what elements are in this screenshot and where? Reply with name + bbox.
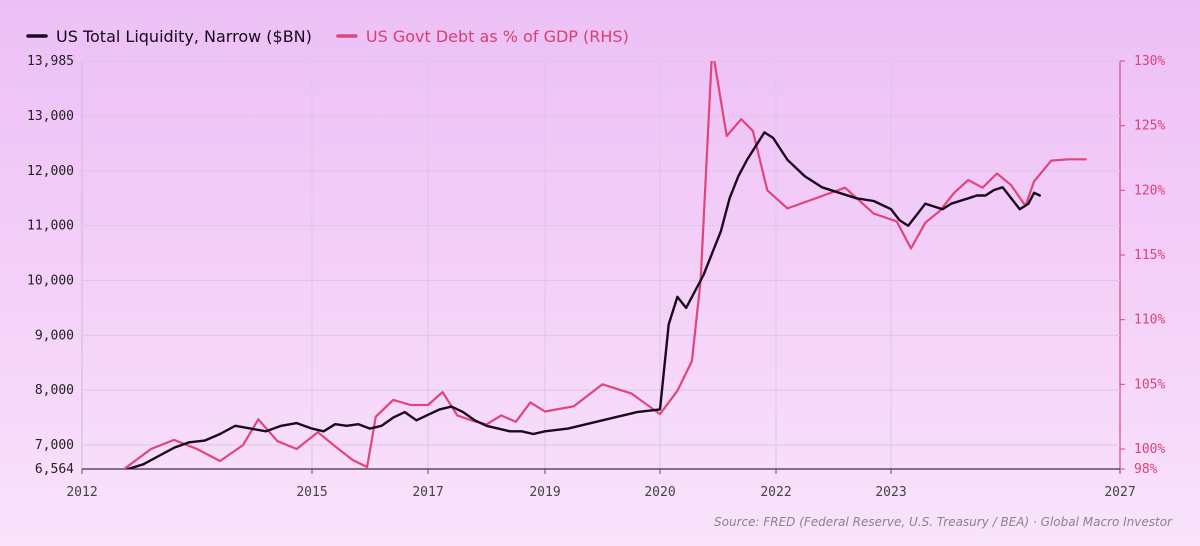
y-left-tick-label: 6,564	[35, 462, 74, 477]
legend: US Total Liquidity, Narrow ($BN) US Govt …	[26, 27, 629, 46]
y-left-tick-label: 12,000	[27, 164, 74, 179]
x-tick-label: 2017	[412, 485, 443, 500]
series-layer	[123, 61, 1087, 469]
y-left-tick-label: 13,985	[27, 54, 74, 69]
y-left-tick-label: 13,000	[27, 109, 74, 124]
legend-label: US Govt Debt as % of GDP (RHS)	[366, 27, 629, 46]
y-left-tick-label: 10,000	[27, 274, 74, 289]
y-left-tick-label: 9,000	[35, 328, 74, 343]
legend-label: US Total Liquidity, Narrow ($BN)	[56, 27, 312, 46]
y-left-tick-label: 7,000	[35, 438, 74, 453]
source-note: Source: FRED (Federal Reserve, U.S. Trea…	[714, 515, 1173, 529]
y-right-tick-label: 115%	[1134, 248, 1165, 263]
y-right-tick-label: 98%	[1134, 462, 1158, 477]
x-tick-label: 2020	[644, 485, 675, 500]
gridlines	[81, 60, 1121, 470]
x-axis-ticks: 2012 2015 2017 2019 2020 2022 2023 2027	[66, 469, 1136, 500]
right-axis-ticks: 130% 125% 120% 115% 110% 105% 100% 98%	[1120, 54, 1165, 477]
x-tick-label: 2015	[296, 485, 327, 500]
left-axis-ticks: 13,985 13,000 12,000 11,000 10,000 9,000 8,000…	[27, 54, 74, 477]
y-right-tick-label: 110%	[1134, 313, 1165, 328]
y-right-tick-label: 130%	[1134, 54, 1165, 69]
y-right-tick-label: 105%	[1134, 377, 1165, 392]
x-tick-label: 2023	[875, 485, 906, 500]
y-right-tick-label: 100%	[1134, 442, 1165, 457]
x-tick-label: 2019	[529, 485, 560, 500]
y-left-tick-label: 11,000	[27, 219, 74, 234]
series-line-liquidity	[126, 131, 1042, 469]
y-right-tick-label: 120%	[1134, 183, 1165, 198]
series-line-debt-to-gdp	[123, 61, 1087, 469]
x-tick-label: 2027	[1104, 485, 1135, 500]
y-right-tick-label: 125%	[1134, 119, 1165, 134]
y-left-tick-label: 8,000	[35, 383, 74, 398]
x-tick-label: 2022	[760, 485, 791, 500]
x-tick-label: 2012	[66, 485, 97, 500]
